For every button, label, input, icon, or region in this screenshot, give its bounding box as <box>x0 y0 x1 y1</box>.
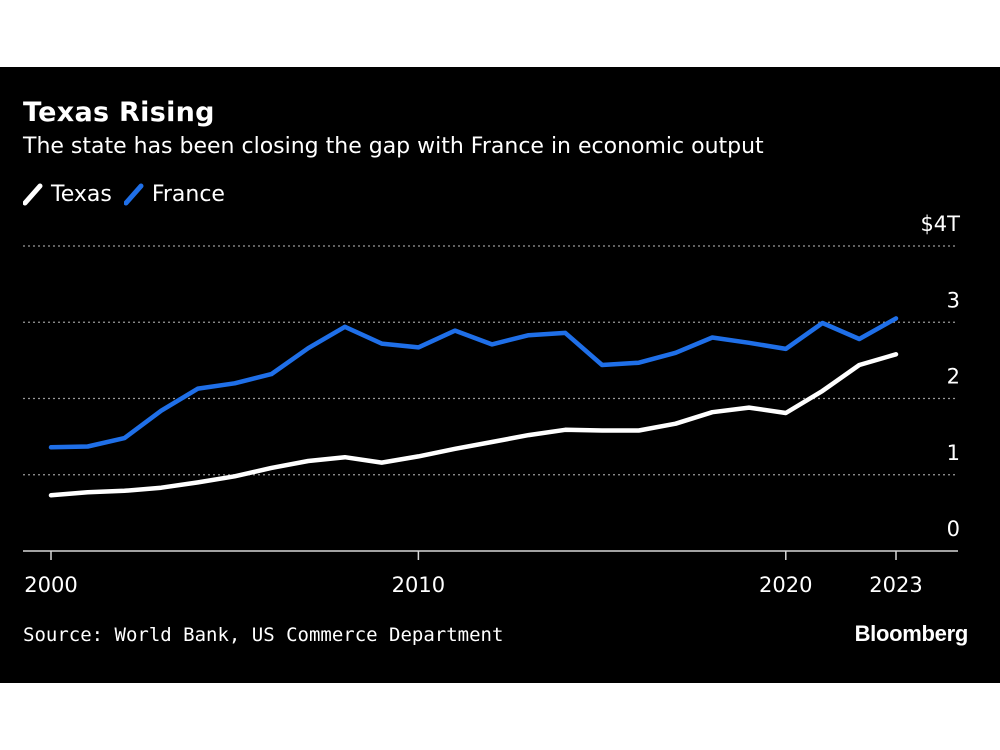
y-tick-label: 0 <box>947 517 960 541</box>
series-line-france <box>48 316 899 450</box>
legend-item-texas: Texas <box>23 182 112 207</box>
legend-swatch-france <box>123 183 144 206</box>
legend-label-texas: Texas <box>51 181 112 207</box>
x-tick-label: 2023 <box>869 573 922 597</box>
line-chart: 0 1 2 3 $4T 2000 2010 2020 2023 <box>23 212 960 597</box>
y-tick-label: 1 <box>947 441 960 465</box>
x-tick-label: 2010 <box>392 573 445 597</box>
chart-subtitle: The state has been closing the gap with … <box>23 134 764 159</box>
chart-panel: Texas Rising The state has been closing … <box>0 67 1000 683</box>
legend: Texas France <box>23 179 225 209</box>
source-note: Source: World Bank, US Commerce Departme… <box>23 624 504 646</box>
y-tick-label: 3 <box>947 288 960 312</box>
series-line-texas <box>48 352 899 498</box>
chart-title: Texas Rising <box>23 97 215 128</box>
y-tick-label: $4T <box>920 212 960 236</box>
legend-label-france: France <box>151 181 225 207</box>
legend-swatch-texas <box>23 183 43 206</box>
y-tick-label: 2 <box>947 365 960 389</box>
x-tick-label: 2020 <box>759 573 812 597</box>
legend-item-france: France <box>123 181 225 207</box>
x-tick-label: 2000 <box>24 573 77 597</box>
bloomberg-logo: Bloomberg <box>854 621 969 646</box>
